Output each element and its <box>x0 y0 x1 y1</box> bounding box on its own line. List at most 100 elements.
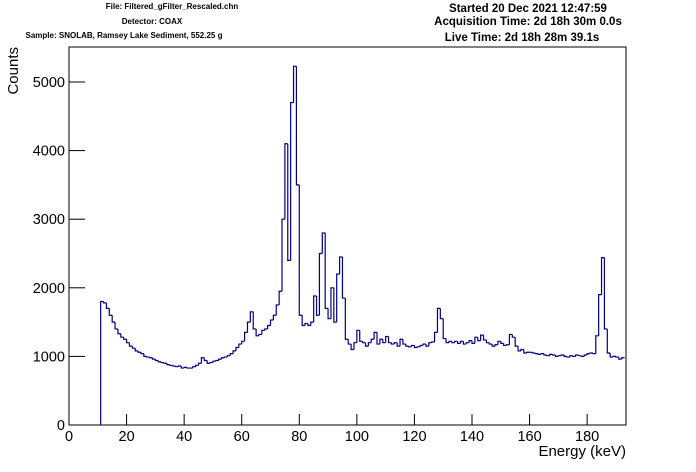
y-tick-label: 0 <box>57 418 65 434</box>
histogram-bin <box>408 346 412 348</box>
histogram-bin <box>520 348 524 351</box>
header-detector: Detector: COAX <box>122 17 183 26</box>
histogram-bin <box>551 354 556 356</box>
histogram-bin <box>621 357 625 360</box>
histogram-bin <box>566 356 570 358</box>
histogram-bin <box>183 366 188 369</box>
histogram-bin <box>134 348 139 352</box>
histogram-bin <box>102 301 107 304</box>
y-tick-label: 1000 <box>33 349 65 365</box>
histogram-bin <box>508 333 513 345</box>
histogram-bin <box>370 338 375 343</box>
histogram-bin <box>575 354 579 357</box>
histogram-bin <box>146 356 150 358</box>
histogram-bin <box>212 360 216 363</box>
histogram-bin <box>307 323 311 327</box>
histogram-bin <box>583 354 588 357</box>
histogram-bin <box>255 328 259 337</box>
histogram-bin <box>292 65 297 103</box>
histogram-bin <box>387 336 392 344</box>
histogram-bin <box>163 362 167 364</box>
histogram-bin <box>356 329 360 343</box>
histogram-bin <box>454 340 458 343</box>
x-tick-label: 160 <box>517 429 541 445</box>
histogram-bin <box>281 218 285 292</box>
histogram-bin <box>287 143 291 261</box>
histogram-bin <box>111 315 116 323</box>
histogram-bin <box>543 353 547 356</box>
histogram-bin <box>267 324 271 329</box>
histogram-bin <box>390 342 395 345</box>
y-tick-label: 2000 <box>33 281 65 297</box>
histogram-bin <box>451 341 455 344</box>
histogram-bin <box>402 339 406 345</box>
histogram-bin <box>128 342 133 347</box>
x-tick-label: 0 <box>65 429 73 445</box>
histogram-bin <box>264 328 268 331</box>
histogram-bin <box>577 355 582 357</box>
histogram-bin <box>393 342 398 345</box>
histogram-bin <box>131 346 136 349</box>
histogram-bin <box>442 318 447 340</box>
histogram-bin <box>117 328 121 335</box>
histogram-bin <box>249 311 254 323</box>
histogram-bin <box>148 357 153 359</box>
histogram-bin <box>531 352 536 354</box>
histogram-bin <box>218 358 222 361</box>
histogram-bin <box>526 351 530 353</box>
header-sample: Sample: SNOLAB, Ramsey Lake Sediment, 55… <box>26 31 223 40</box>
histogram-bin <box>603 257 608 330</box>
histogram-bin <box>385 335 389 343</box>
histogram-bin <box>546 355 550 357</box>
histogram-bin <box>100 300 104 425</box>
histogram-bin <box>324 232 329 309</box>
histogram-bin <box>468 340 472 343</box>
histogram-bin <box>517 346 521 352</box>
histogram-bin <box>180 366 185 369</box>
histogram-bin <box>169 364 173 366</box>
histogram-bin <box>572 355 576 357</box>
y-tick-label: 4000 <box>33 144 65 160</box>
histogram-bin <box>439 308 444 320</box>
y-tick-label: 5000 <box>33 75 65 91</box>
histogram-bin <box>445 338 449 344</box>
histogram-bin <box>301 315 306 327</box>
histogram-bin <box>243 331 248 342</box>
header-started: Started 20 Dec 2021 12:47:59 <box>449 3 607 15</box>
histogram-bin <box>373 331 378 340</box>
histogram-bin <box>382 339 386 344</box>
histogram-bin <box>505 344 510 346</box>
histogram-bin <box>405 344 409 347</box>
histogram-bin <box>482 335 487 341</box>
histogram-bin <box>465 342 470 345</box>
histogram-bin <box>549 353 553 356</box>
histogram-bin <box>278 290 283 305</box>
histogram-bin <box>120 333 124 338</box>
histogram-bin <box>606 328 611 354</box>
histogram-bin <box>609 352 614 358</box>
header-acq-time: Acquisition Time: 2d 18h 30m 0.0s <box>434 16 622 28</box>
histogram-bin <box>330 287 334 319</box>
histogram-bin <box>485 339 490 344</box>
x-axis-label: Energy (keV) <box>538 443 626 460</box>
histogram-bin <box>269 319 274 326</box>
x-tick-label: 120 <box>402 429 426 445</box>
histogram-bin <box>560 354 565 356</box>
histogram-bin <box>353 342 357 350</box>
histogram-bin <box>327 308 331 320</box>
histogram-bin <box>537 353 542 355</box>
histogram-bin <box>321 232 326 254</box>
histogram-bin <box>341 256 346 299</box>
histogram-bin <box>462 341 467 345</box>
histogram-bin <box>333 287 337 323</box>
histogram-bin <box>592 352 596 355</box>
histogram-bin <box>143 353 147 357</box>
histogram-bin <box>448 340 452 343</box>
histogram-bin <box>206 360 211 364</box>
histogram-bin <box>471 340 475 344</box>
histogram-bin <box>315 296 320 316</box>
histogram-bin <box>598 294 602 336</box>
histogram-bin <box>160 361 164 364</box>
header-file: File: Filtered_gFilter_Rescaled.chn <box>106 2 239 11</box>
histogram-bin <box>416 346 421 348</box>
